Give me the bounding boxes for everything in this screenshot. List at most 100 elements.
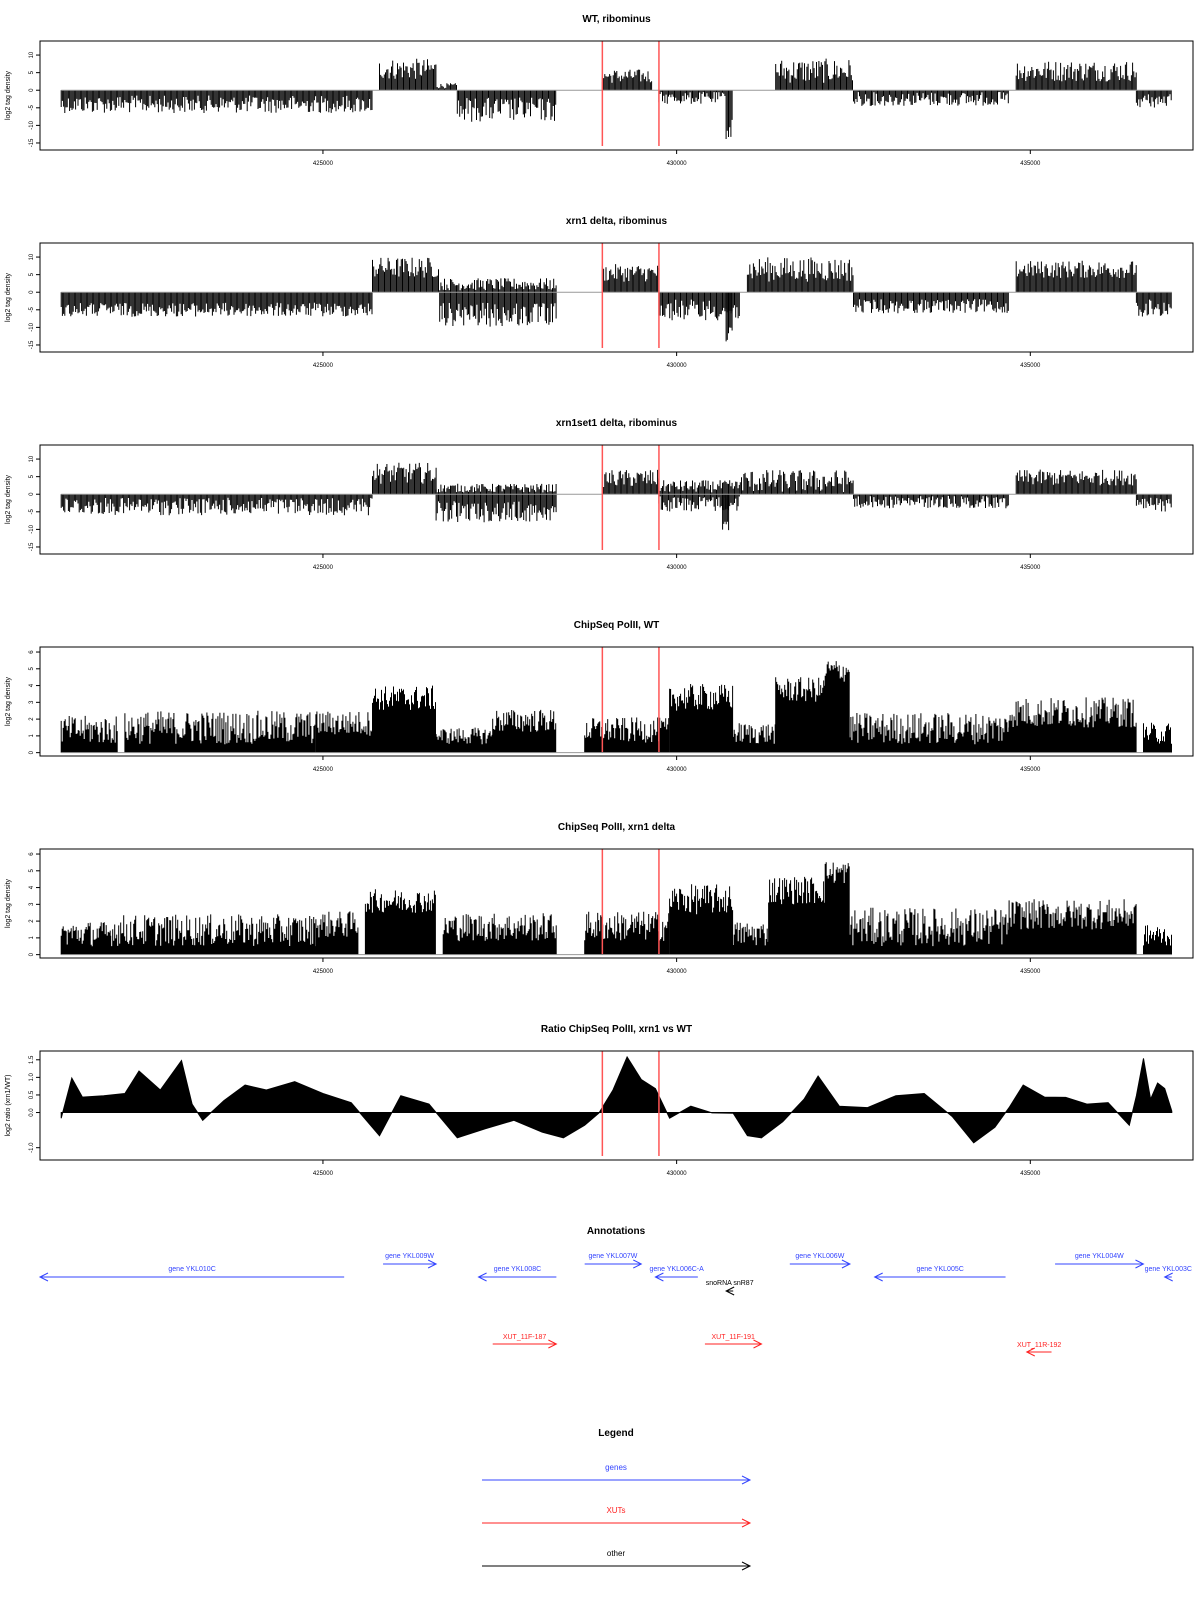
y-tick-label: -10 [29, 322, 35, 331]
bar-segment [439, 292, 557, 327]
bar [492, 709, 557, 753]
x-tick-label: 435000 [1020, 767, 1041, 773]
arrowhead-icon [741, 1518, 752, 1528]
arrowhead-icon [873, 1272, 883, 1282]
bar [658, 480, 740, 495]
y-tick-label: 0 [29, 290, 35, 294]
legend-label: XUTs [606, 1506, 625, 1515]
bar [435, 494, 557, 523]
annotations-panel: Annotations gene YKL010C gene YKL009W gene … [38, 1226, 1192, 1357]
bar [1015, 260, 1137, 293]
bar [124, 710, 316, 753]
annotation-feature: gene YKL007W [584, 1253, 643, 1269]
y-tick-label: 6 [29, 852, 35, 856]
feature-label: snoRNA snR87 [706, 1280, 754, 1287]
x-tick-label: 430000 [667, 969, 688, 975]
bar [775, 58, 853, 91]
annotation-feature: gene YKL003C [1145, 1266, 1192, 1282]
bar-segment [1015, 61, 1137, 91]
y-tick-label: 0 [29, 952, 35, 956]
bar [853, 90, 1009, 106]
bar-segment [601, 469, 660, 495]
y-tick-label: 0 [29, 750, 35, 754]
bar-segment [732, 922, 769, 955]
bar [722, 494, 730, 531]
bar [372, 462, 437, 495]
bar [849, 713, 1010, 753]
arrowhead-icon [725, 1286, 735, 1296]
annotation-feature: gene YKL006C-A [649, 1266, 704, 1282]
bar [669, 684, 734, 753]
x-tick-label: 430000 [667, 1171, 688, 1177]
bar-segment [442, 913, 557, 955]
annotation-feature: gene YKL004W [1055, 1253, 1145, 1269]
bar [1008, 697, 1137, 753]
x-tick-label: 425000 [313, 161, 334, 167]
bar-segment [372, 462, 437, 495]
y-tick-label: 1 [29, 936, 35, 940]
bar-segment [824, 661, 850, 753]
annotation-feature: gene YKL009W [383, 1253, 438, 1269]
annotation-feature: snoRNA snR87 [706, 1280, 754, 1296]
bar-segment [439, 278, 557, 293]
bar-segment [372, 257, 439, 293]
bar [601, 469, 660, 495]
x-tick-label: 430000 [667, 363, 688, 369]
y-tick-label: -10 [29, 120, 35, 129]
x-tick-label: 435000 [1020, 161, 1041, 167]
chart-panel: xrn1set1 delta, ribominus log2 tag densit… [5, 418, 1194, 571]
bar-segment [435, 483, 557, 495]
legend-title: Legend [598, 1428, 634, 1439]
bar-segment [725, 90, 733, 139]
bar [456, 90, 557, 122]
feature-label: gene YKL006C-A [649, 1266, 704, 1273]
y-tick-label: -5 [29, 104, 35, 110]
bar [824, 862, 850, 955]
bar-segment [1143, 722, 1172, 753]
bar [1135, 90, 1172, 108]
bar [725, 292, 733, 342]
ratio-area [60, 1055, 1173, 1144]
x-tick-label: 435000 [1020, 363, 1041, 369]
bar [60, 494, 373, 516]
plot-frame [39, 646, 1194, 757]
arrowhead-icon [753, 1339, 763, 1349]
bar-segment [60, 715, 118, 753]
bar [60, 922, 111, 955]
bar [775, 677, 826, 753]
arrowhead-icon [1025, 1347, 1035, 1357]
bar [584, 717, 670, 753]
y-tick-label: 2 [29, 717, 35, 721]
bar [315, 911, 359, 955]
feature-label: gene YKL004W [1075, 1253, 1124, 1260]
bar-segment [1143, 925, 1172, 955]
bar [853, 292, 1009, 314]
bar [584, 911, 670, 955]
bar [60, 292, 373, 317]
y-tick-label: 0 [29, 492, 35, 496]
arrowhead-icon [841, 1259, 852, 1269]
bar [364, 889, 436, 955]
bar [601, 69, 653, 91]
bar-segment [315, 711, 373, 753]
x-tick-label: 435000 [1020, 565, 1041, 571]
bar-segment [1135, 292, 1172, 317]
bar-segment [315, 911, 359, 955]
chart-title: WT, ribominus [582, 14, 651, 25]
y-tick-label: 1.0 [29, 1073, 35, 1082]
chart-panel: WT, ribominus log2 tag density -15 -10 -5 0 5 1… [5, 14, 1194, 167]
y-tick-label: 4 [29, 885, 35, 889]
bar-segment [372, 685, 436, 753]
feature-label: XUT_11F-191 [711, 1334, 755, 1341]
bar-segment [853, 494, 1009, 509]
bar-segment [364, 889, 436, 955]
arrowhead-icon [477, 1272, 487, 1282]
bar-segment [775, 677, 826, 753]
bar [1143, 925, 1172, 955]
legend-label: genes [605, 1463, 627, 1472]
x-tick-label: 425000 [313, 363, 334, 369]
x-tick-label: 430000 [667, 161, 688, 167]
bar [824, 661, 850, 753]
bar-segment [492, 709, 557, 753]
